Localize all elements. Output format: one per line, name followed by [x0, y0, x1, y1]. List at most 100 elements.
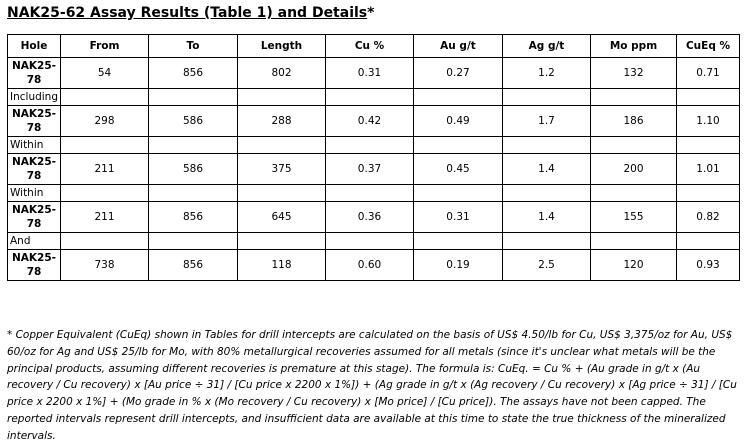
value-cell: 0.37 — [325, 153, 414, 185]
value-cell: 132 — [590, 57, 677, 89]
empty-cell — [237, 184, 326, 202]
value-cell: 200 — [590, 153, 677, 185]
empty-cell — [413, 136, 503, 154]
value-cell: 1.10 — [676, 105, 740, 137]
empty-cell — [60, 184, 149, 202]
column-header: To — [148, 34, 238, 58]
value-cell: 586 — [148, 153, 238, 185]
value-cell: 120 — [590, 249, 677, 281]
empty-cell — [325, 88, 414, 106]
column-header: CuEq % — [676, 34, 740, 58]
section-label-row: Within — [7, 136, 740, 154]
empty-cell — [325, 184, 414, 202]
empty-cell — [148, 232, 238, 250]
empty-cell — [502, 184, 591, 202]
value-cell: 1.2 — [502, 57, 591, 89]
table-header-row: Hole From To Length Cu % Au g/t Ag g/t Mo ppm Cu… — [7, 34, 740, 58]
empty-cell — [676, 232, 740, 250]
empty-cell — [590, 136, 677, 154]
value-cell: 586 — [148, 105, 238, 137]
section-label-row: Within — [7, 184, 740, 202]
hole-cell: NAK25-78 — [7, 249, 61, 281]
value-cell: 738 — [60, 249, 149, 281]
empty-cell — [413, 232, 503, 250]
empty-cell — [502, 136, 591, 154]
section-label: And — [7, 232, 61, 250]
empty-cell — [148, 184, 238, 202]
value-cell: 0.31 — [413, 201, 503, 233]
column-header: From — [60, 34, 149, 58]
table-row: NAK25-78 54 856 802 0.31 0.27 1.2 132 0.71 — [7, 57, 740, 89]
value-cell: 0.31 — [325, 57, 414, 89]
section-label: Within — [7, 184, 61, 202]
empty-cell — [237, 88, 326, 106]
hole-cell: NAK25-78 — [7, 57, 61, 89]
value-cell: 0.36 — [325, 201, 414, 233]
empty-cell — [590, 232, 677, 250]
column-header: Hole — [7, 34, 61, 58]
value-cell: 2.5 — [502, 249, 591, 281]
empty-cell — [325, 232, 414, 250]
section-label-row: Including — [7, 88, 740, 106]
value-cell: 802 — [237, 57, 326, 89]
section-label: Within — [7, 136, 61, 154]
value-cell: 856 — [148, 249, 238, 281]
table-row: NAK25-78 738 856 118 0.60 0.19 2.5 120 0.93 — [7, 249, 740, 281]
value-cell: 0.42 — [325, 105, 414, 137]
empty-cell — [502, 232, 591, 250]
value-cell: 54 — [60, 57, 149, 89]
value-cell: 298 — [60, 105, 149, 137]
value-cell: 1.4 — [502, 201, 591, 233]
value-cell: 155 — [590, 201, 677, 233]
value-cell: 1.01 — [676, 153, 740, 185]
value-cell: 0.27 — [413, 57, 503, 89]
value-cell: 645 — [237, 201, 326, 233]
value-cell: 856 — [148, 57, 238, 89]
empty-cell — [237, 232, 326, 250]
empty-cell — [676, 136, 740, 154]
value-cell: 288 — [237, 105, 326, 137]
footnote: * Copper Equivalent (CuEq) shown in Tabl… — [7, 329, 737, 442]
value-cell: 856 — [148, 201, 238, 233]
value-cell: 186 — [590, 105, 677, 137]
value-cell: 0.19 — [413, 249, 503, 281]
hole-cell: NAK25-78 — [7, 105, 61, 137]
value-cell: 1.4 — [502, 153, 591, 185]
hole-cell: NAK25-78 — [7, 201, 61, 233]
value-cell: 211 — [60, 201, 149, 233]
value-cell: 0.82 — [676, 201, 740, 233]
empty-cell — [590, 88, 677, 106]
table-row: NAK25-78 211 856 645 0.36 0.31 1.4 155 0.82 — [7, 201, 740, 233]
page-title: NAK25-62 Assay Results (Table 1) and Det… — [7, 5, 375, 21]
column-header: Mo ppm — [590, 34, 677, 58]
value-cell: 118 — [237, 249, 326, 281]
section-label: Including — [7, 88, 61, 106]
value-cell: 211 — [60, 153, 149, 185]
empty-cell — [676, 184, 740, 202]
assay-results-table: Hole From To Length Cu % Au g/t Ag g/t Mo ppm Cu… — [7, 34, 740, 281]
empty-cell — [237, 136, 326, 154]
value-cell: 0.60 — [325, 249, 414, 281]
value-cell: 0.71 — [676, 57, 740, 89]
empty-cell — [413, 88, 503, 106]
value-cell: 1.7 — [502, 105, 591, 137]
hole-cell: NAK25-78 — [7, 153, 61, 185]
column-header: Cu % — [325, 34, 414, 58]
empty-cell — [502, 88, 591, 106]
empty-cell — [676, 88, 740, 106]
column-header: Au g/t — [413, 34, 503, 58]
empty-cell — [413, 184, 503, 202]
empty-cell — [148, 136, 238, 154]
empty-cell — [60, 232, 149, 250]
value-cell: 375 — [237, 153, 326, 185]
empty-cell — [60, 88, 149, 106]
section-label-row: And — [7, 232, 740, 250]
empty-cell — [590, 184, 677, 202]
empty-cell — [148, 88, 238, 106]
value-cell: 0.49 — [413, 105, 503, 137]
table-row: NAK25-78 298 586 288 0.42 0.49 1.7 186 1.10 — [7, 105, 740, 137]
value-cell: 0.93 — [676, 249, 740, 281]
empty-cell — [60, 136, 149, 154]
table-row: NAK25-78 211 586 375 0.37 0.45 1.4 200 1.01 — [7, 153, 740, 185]
value-cell: 0.45 — [413, 153, 503, 185]
